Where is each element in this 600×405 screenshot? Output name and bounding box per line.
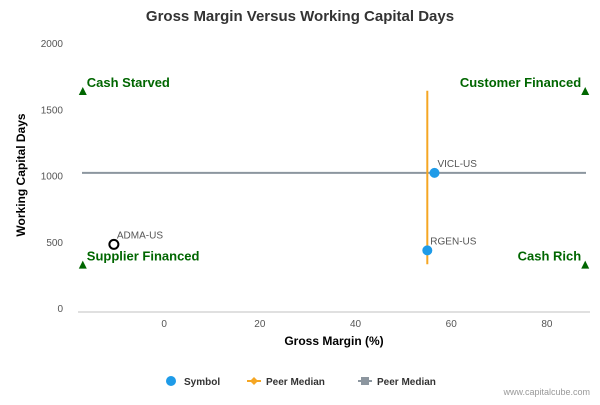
quadrant-triangle-marker xyxy=(78,260,87,269)
legend-label: Peer Median xyxy=(377,377,436,388)
data-point xyxy=(422,245,433,256)
y-tick-label: 1000 xyxy=(41,172,64,183)
legend-marker xyxy=(361,377,369,385)
quadrant-label: Customer Financed xyxy=(460,75,581,90)
y-tick-label: 1500 xyxy=(41,105,64,116)
data-point-label: ADMA-US xyxy=(117,230,163,241)
x-axis-ticks: 0 20 40 60 80 xyxy=(161,319,553,330)
median-lines xyxy=(82,90,586,265)
quadrant-label: Supplier Financed xyxy=(87,249,200,264)
legend: Symbol Peer Median Peer Median xyxy=(166,376,436,388)
data-point-label: RGEN-US xyxy=(430,236,476,247)
quadrant-label: Cash Rich xyxy=(518,249,582,264)
x-tick-label: 40 xyxy=(350,319,362,330)
legend-marker xyxy=(250,377,258,385)
legend-label: Symbol xyxy=(184,377,220,388)
data-points: VICL-US RGEN-US ADMA-US xyxy=(108,159,477,256)
quadrant-triangle-marker xyxy=(78,87,87,96)
x-tick-label: 60 xyxy=(446,319,458,330)
data-point xyxy=(108,238,120,250)
legend-marker xyxy=(166,376,176,386)
y-tick-label: 2000 xyxy=(41,39,64,50)
quadrant-triangle-marker xyxy=(581,260,590,269)
data-point-label: VICL-US xyxy=(437,159,477,170)
y-tick-label: 500 xyxy=(46,238,63,249)
y-tick-label: 0 xyxy=(57,304,63,315)
quadrant-labels: Cash Starved Customer Financed Supplier Fi… xyxy=(78,75,590,269)
x-axis-title: Gross Margin (%) xyxy=(284,334,383,348)
quadrant-triangle-marker xyxy=(581,87,590,96)
x-tick-label: 20 xyxy=(254,319,266,330)
y-axis-title: Working Capital Days xyxy=(14,113,28,236)
data-point xyxy=(429,167,440,178)
credit-text: www.capitalcube.com xyxy=(502,387,590,397)
quadrant-label: Cash Starved xyxy=(87,75,170,90)
x-tick-label: 80 xyxy=(541,319,553,330)
x-tick-label: 0 xyxy=(161,319,167,330)
chart-title: Gross Margin Versus Working Capital Days xyxy=(146,8,454,25)
legend-label: Peer Median xyxy=(266,377,325,388)
y-axis-ticks: 0 500 1000 1500 2000 xyxy=(41,39,64,315)
